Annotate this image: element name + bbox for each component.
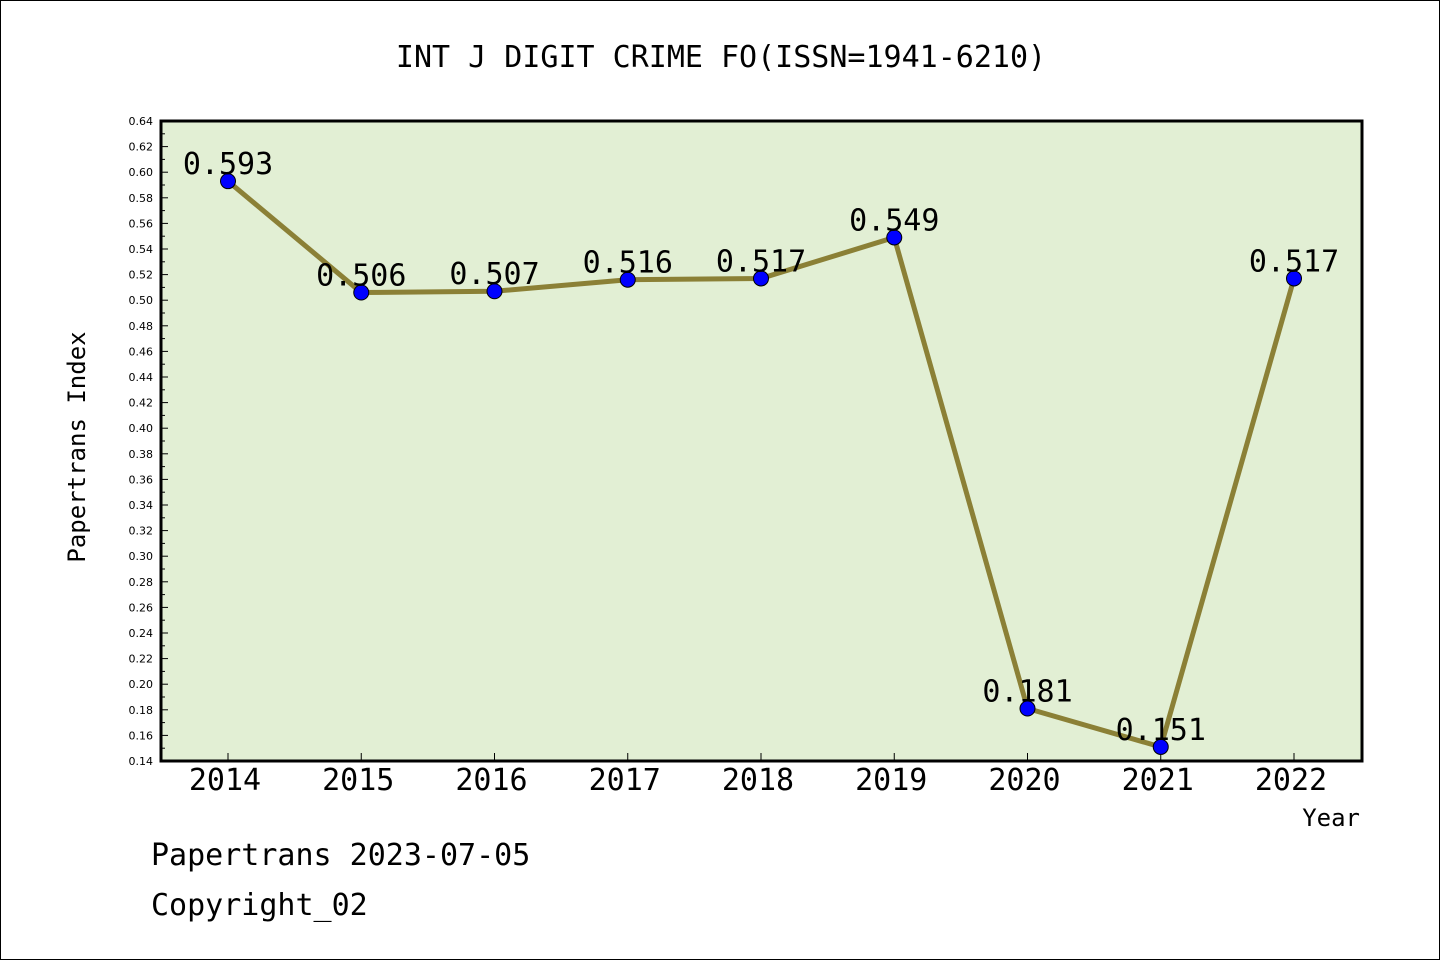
x-tick-label: 2018 [722, 763, 794, 798]
y-tick-label: 0.24 [129, 627, 154, 640]
x-axis: 2014 2015 2016 2017 2018 2019 2020 2021 2022 [189, 753, 1327, 798]
x-tick-label: 2014 [189, 763, 261, 798]
data-point [1152, 738, 1169, 755]
x-tick-label: 2020 [988, 763, 1060, 798]
y-tick-label: 0.16 [129, 729, 154, 742]
y-tick-label: 0.58 [129, 192, 154, 205]
series-line-group [220, 173, 1302, 755]
data-point [886, 229, 903, 246]
data-point [353, 284, 370, 301]
y-tick-label: 0.14 [129, 755, 154, 768]
data-point [1019, 700, 1036, 717]
y-tick-label: 0.22 [129, 653, 154, 666]
data-label: 0.181 [982, 675, 1072, 710]
y-tick-label: 0.28 [129, 576, 154, 589]
y-tick-label: 0.50 [129, 294, 154, 307]
x-tick-label: 2016 [455, 763, 527, 798]
y-tick-label: 0.64 [129, 115, 154, 128]
y-tick-label: 0.46 [129, 345, 154, 358]
data-label: 0.593 [183, 147, 273, 182]
y-tick-label: 0.26 [129, 601, 154, 614]
x-tick-label: 2017 [589, 763, 661, 798]
data-label: 0.549 [849, 203, 939, 238]
y-tick-label: 0.42 [129, 397, 154, 410]
data-label: 0.506 [316, 259, 406, 294]
data-point [753, 270, 769, 287]
y-tick-label: 0.32 [129, 525, 154, 538]
y-tick-label: 0.56 [129, 217, 154, 230]
plot-area [161, 121, 1362, 761]
y-tick-label: 0.20 [129, 678, 154, 691]
footer-copyright: Copyright_02 [151, 888, 368, 923]
y-tick-label: 0.54 [129, 243, 154, 256]
y-tick-label: 0.36 [129, 473, 154, 486]
y-tick-label: 0.60 [129, 166, 154, 179]
y-tick-label: 0.34 [129, 499, 154, 512]
x-tick-label: 2021 [1122, 763, 1194, 798]
data-label: 0.516 [583, 246, 673, 281]
x-tick-label: 2015 [322, 763, 394, 798]
data-label: 0.507 [449, 257, 539, 292]
y-tick-label: 0.62 [129, 141, 154, 154]
y-tick-label: 0.38 [129, 448, 154, 461]
x-tick-label: 2022 [1255, 763, 1327, 798]
y-axis: 0.14 0.16 0.18 0.20 0.22 0.24 0.26 0.28 0.30 0.32… [129, 115, 168, 768]
footer-date: Papertrans 2023-07-05 [151, 838, 530, 873]
chart-title: INT J DIGIT CRIME FO(ISSN=1941-6210) [396, 40, 1046, 75]
x-tick-label: 2019 [855, 763, 927, 798]
data-labels: 0.593 0.506 0.507 0.516 0.517 0.549 0.181 0.151… [183, 147, 1339, 748]
data-label: 0.517 [716, 244, 806, 279]
y-tick-label: 0.30 [129, 550, 154, 563]
data-point [220, 173, 236, 190]
y-tick-label: 0.44 [129, 371, 154, 384]
y-tick-label: 0.40 [129, 422, 154, 435]
data-label: 0.151 [1116, 713, 1206, 748]
data-label: 0.517 [1249, 244, 1339, 279]
y-tick-label: 0.18 [129, 704, 154, 717]
y-axis-label: Papertrans Index [63, 331, 91, 562]
plot-border [159, 119, 1364, 763]
y-tick-label: 0.48 [129, 320, 154, 333]
data-point [486, 283, 503, 300]
x-axis-label: Year [1302, 804, 1360, 832]
data-point [619, 271, 636, 288]
y-tick-label: 0.52 [129, 269, 154, 282]
data-point [1286, 270, 1302, 287]
